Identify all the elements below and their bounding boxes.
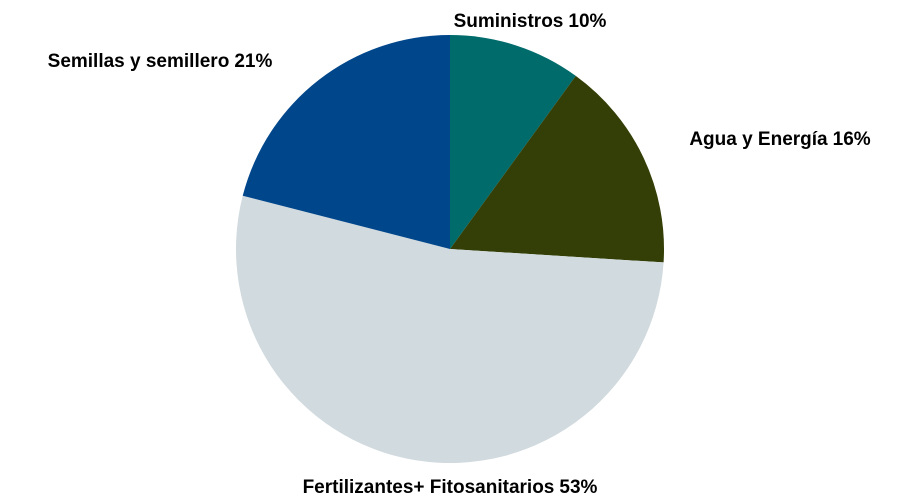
value-label: 10% xyxy=(568,11,606,32)
slice-label: Semillas y semillero 21% xyxy=(48,51,273,72)
category-label: Suministros xyxy=(454,11,564,32)
pie-slice xyxy=(235,195,664,464)
pie-slice xyxy=(242,35,450,249)
pie-slice xyxy=(450,75,664,263)
category-label: Agua y Energía xyxy=(689,129,828,150)
value-label: 16% xyxy=(833,129,871,150)
slice-label: Suministros 10% xyxy=(454,11,607,32)
value-label: 21% xyxy=(234,51,272,72)
category-label: Semillas y semillero xyxy=(48,51,230,72)
slice-label: Fertilizantes+ Fitosanitarios 53% xyxy=(303,477,598,497)
category-label: Fertilizantes+ Fitosanitarios xyxy=(303,477,555,497)
pie-slice xyxy=(450,35,576,249)
slice-label: Agua y Energía 16% xyxy=(689,129,870,150)
value-label: 53% xyxy=(559,477,597,497)
